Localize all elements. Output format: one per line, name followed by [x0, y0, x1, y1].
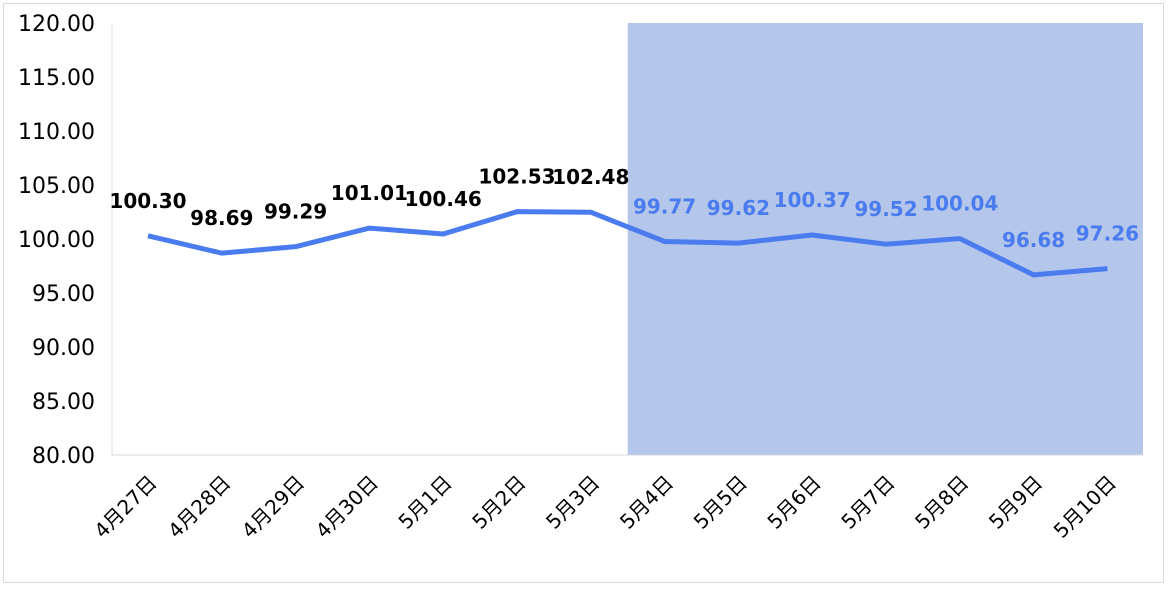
data-label: 99.52	[854, 197, 917, 221]
x-tick-label: 5月1日	[393, 471, 456, 534]
x-tick-label: 5月10日	[1049, 471, 1121, 543]
data-label: 97.26	[1076, 222, 1139, 246]
y-tick-label: 80.00	[32, 444, 95, 469]
data-label: 96.68	[1002, 228, 1065, 252]
x-tick-label: 5月8日	[910, 471, 973, 534]
data-label: 100.30	[109, 189, 186, 213]
x-tick-label: 5月5日	[689, 471, 752, 534]
data-label: 100.37	[774, 188, 851, 212]
data-label: 102.53	[478, 165, 555, 189]
x-tick-label: 4月30日	[311, 471, 383, 543]
y-tick-label: 110.00	[18, 120, 95, 145]
data-label: 99.29	[264, 200, 327, 224]
y-tick-label: 115.00	[18, 66, 95, 91]
data-label: 99.62	[707, 196, 770, 220]
x-tick-label: 4月27日	[89, 471, 161, 543]
y-tick-label: 85.00	[32, 390, 95, 415]
data-label: 99.77	[633, 194, 696, 218]
x-tick-label: 5月7日	[836, 471, 899, 534]
series-line	[147, 209, 1108, 278]
y-tick-labels: 80.00 85.00 90.00 95.00 100.00 105.00 110.00 11…	[18, 12, 95, 469]
x-tick-label: 4月29日	[237, 471, 309, 543]
y-tick-label: 90.00	[32, 336, 95, 361]
drop-lines	[147, 211, 1109, 455]
data-label: 101.01	[331, 181, 408, 205]
y-tick-label: 120.00	[18, 12, 95, 37]
x-tick-label: 4月28日	[163, 471, 235, 543]
x-tick-labels: 4月27日 4月28日 4月29日 4月30日 5月1日 5月2日 5月3日 5月4日 5月5日…	[89, 471, 1121, 543]
x-tick-label: 5月4日	[615, 471, 678, 534]
data-label: 100.04	[921, 192, 998, 216]
data-label: 100.46	[405, 187, 482, 211]
x-tick-label: 5月9日	[984, 471, 1047, 534]
y-tick-label: 100.00	[18, 228, 95, 253]
x-tick-label: 5月2日	[467, 471, 530, 534]
x-tick-label: 5月3日	[541, 471, 604, 534]
y-tick-label: 105.00	[18, 174, 95, 199]
x-tick-label: 5月6日	[762, 471, 825, 534]
y-tick-label: 95.00	[32, 282, 95, 307]
data-label: 102.48	[552, 165, 629, 189]
data-label: 98.69	[190, 206, 253, 230]
